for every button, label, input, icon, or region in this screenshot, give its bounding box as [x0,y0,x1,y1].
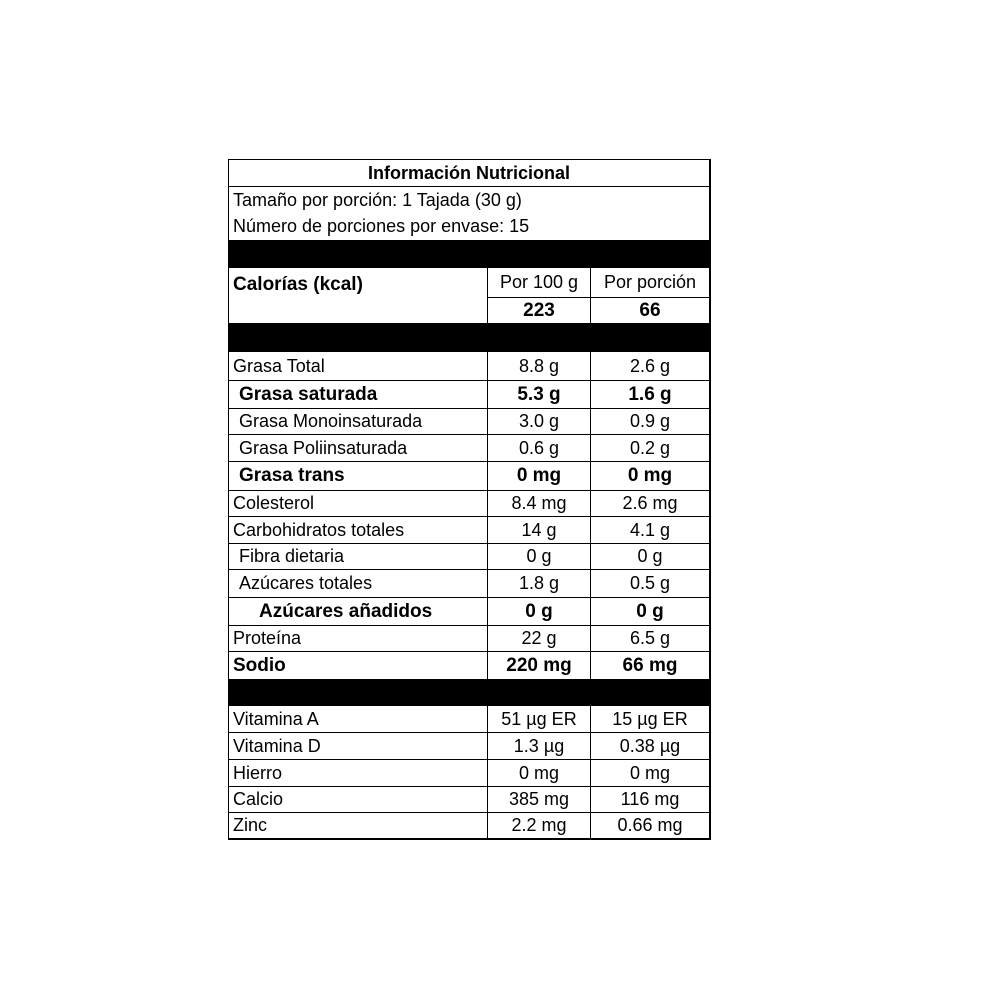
nutrient-per-100g: 8.4 mg [487,491,590,516]
nutrient-name: Carbohidratos totales [233,519,405,540]
nutrient-name: Grasa saturada [239,383,378,405]
nutrient-name: Zinc [233,815,268,835]
nutrient-row: Zinc 2.2 mg 0.66 mg [229,812,709,838]
nutrient-row: Carbohidratos totales 14 g 4.1 g [229,516,709,543]
nutrient-name: Sodio [233,654,286,676]
nutrient-name: Vitamina D [233,735,321,756]
nutrient-name: Grasa Poliinsaturada [239,437,408,458]
label-title-text: Información Nutricional [367,162,571,183]
nutrient-per-serving: 2.6 mg [590,491,709,516]
nutrient-name: Vitamina A [233,708,319,729]
nutrient-row: Hierro 0 mg 0 mg [229,759,709,786]
calories-per-100g-column: Por 100 g 223 [487,268,590,323]
nutrient-row: Proteína 22 g 6.5 g [229,625,709,651]
nutrient-per-100g: 2.2 mg [487,813,590,838]
nutrient-name: Colesterol [233,493,315,513]
nutrient-per-100g: 3.0 g [487,409,590,434]
nutrient-per-serving: 1.6 g [590,381,709,408]
nutrient-row: Grasa Poliinsaturada 0.6 g 0.2 g [229,434,709,461]
nutrient-name: Grasa Monoinsaturada [239,411,423,431]
nutrient-per-100g: 1.3 µg [487,733,590,759]
nutrient-row: Calcio 385 mg 116 mg [229,786,709,812]
nutrient-row: Vitamina A 51 µg ER 15 µg ER [229,705,709,732]
nutrient-name: Calcio [233,789,284,809]
nutrient-per-100g: 0.6 g [487,435,590,461]
nutrient-per-serving: 6.5 g [590,626,709,651]
nutrient-per-serving: 0.2 g [590,435,709,461]
nutrient-per-100g: 1.8 g [487,570,590,597]
calories-label: Calorías (kcal) [233,274,363,295]
nutrient-per-serving: 0.5 g [590,570,709,597]
nutrient-per-serving: 4.1 g [590,517,709,543]
section-divider [229,240,709,267]
nutrient-per-serving: 0 g [590,544,709,569]
nutrient-row: Grasa trans 0 mg 0 mg [229,461,709,490]
nutrient-per-100g: 0 g [487,544,590,569]
serving-size: Tamaño por porción: 1 Tajada (30 g) [229,186,709,213]
nutrient-row: Azúcares totales 1.8 g 0.5 g [229,569,709,597]
calories-value-per-100g: 223 [523,299,555,321]
nutrient-per-serving: 0.66 mg [590,813,709,838]
nutrient-per-100g: 385 mg [487,787,590,812]
calories-block: Calorías (kcal) Por 100 g 223 Por porción 66 [229,267,709,323]
nutrient-name: Fibra dietaria [239,546,345,566]
nutrient-per-100g: 5.3 g [487,381,590,408]
nutrient-row: Vitamina D 1.3 µg 0.38 µg [229,732,709,759]
nutrient-name: Azúcares totales [239,573,373,593]
serving-size-text: Tamaño por porción: 1 Tajada (30 g) [233,189,522,210]
nutrient-per-serving: 2.6 g [590,352,709,380]
nutrient-per-serving: 0 g [590,598,709,625]
nutrient-per-serving: 116 mg [590,787,709,812]
nutrient-per-100g: 14 g [487,517,590,543]
section-divider [229,679,709,705]
nutrient-per-serving: 0.9 g [590,409,709,434]
nutrient-per-serving: 0 mg [590,462,709,490]
nutrient-name: Proteína [233,628,302,648]
label-title: Información Nutricional [229,160,709,186]
nutrient-per-100g: 0 mg [487,760,590,786]
nutrient-per-100g: 0 g [487,598,590,625]
nutrient-row: Grasa saturada 5.3 g 1.6 g [229,380,709,408]
nutrient-per-100g: 220 mg [487,652,590,679]
nutrient-row: Sodio 220 mg 66 mg [229,651,709,679]
nutrient-name: Hierro [233,762,283,783]
nutrient-row: Grasa Total 8.8 g 2.6 g [229,351,709,380]
nutrient-per-serving: 15 µg ER [590,706,709,732]
nutrient-per-100g: 0 mg [487,462,590,490]
nutrition-facts-label: Información Nutricional Tamaño por porció… [228,159,711,840]
nutrient-per-100g: 51 µg ER [487,706,590,732]
nutrient-name: Grasa trans [239,465,345,486]
nutrient-row: Colesterol 8.4 mg 2.6 mg [229,490,709,516]
nutrient-per-serving: 66 mg [590,652,709,679]
section-divider [229,323,709,351]
servings-per-container: Número de porciones por envase: 15 [229,213,709,240]
nutrient-per-serving: 0.38 µg [590,733,709,759]
nutrient-name: Azúcares añadidos [259,600,433,622]
servings-per-container-text: Número de porciones por envase: 15 [233,216,530,236]
column-header-per-100g: Por 100 g [488,268,590,298]
nutrient-per-100g: 22 g [487,626,590,651]
nutrient-per-serving: 0 mg [590,760,709,786]
nutrient-per-100g: 8.8 g [487,352,590,380]
nutrient-row: Grasa Monoinsaturada 3.0 g 0.9 g [229,408,709,434]
column-header-per-serving: Por porción [591,268,709,298]
calories-value-per-serving: 66 [639,299,661,321]
calories-per-serving-column: Por porción 66 [590,268,709,323]
nutrient-name: Grasa Total [233,355,325,376]
